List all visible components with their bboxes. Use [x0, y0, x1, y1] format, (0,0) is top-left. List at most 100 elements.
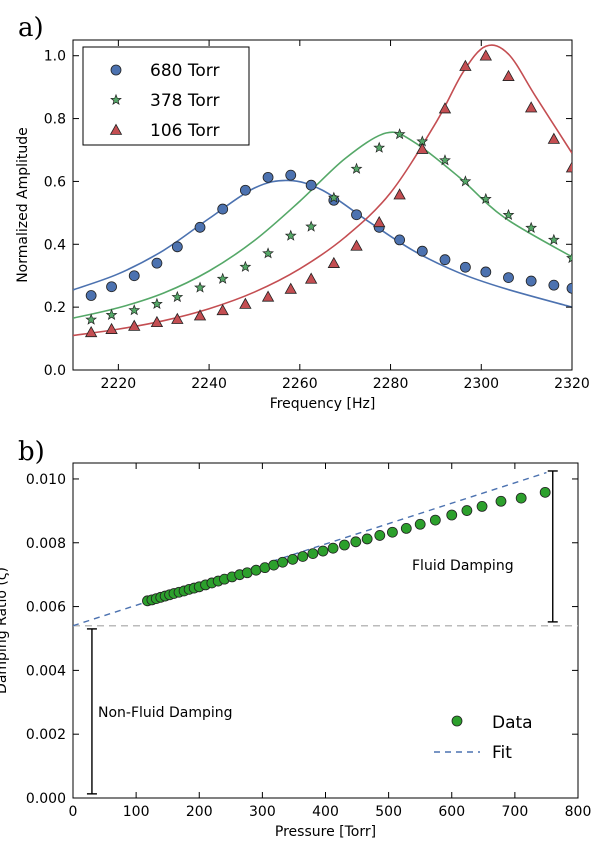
data-point-b — [429, 514, 441, 526]
data-point-0 — [525, 275, 537, 287]
b-xtick-label: 500 — [375, 804, 402, 820]
data-point-1 — [479, 192, 492, 205]
data-point-b — [495, 495, 507, 507]
a-ytick-label: 0.2 — [44, 300, 66, 316]
data-point-b — [339, 539, 350, 551]
fluid-damping-label: Fluid Damping — [412, 558, 514, 574]
legend-a: 680 Torr 378 Torr 106 Torr — [82, 46, 250, 146]
b-ytick-label: 0.000 — [26, 791, 66, 807]
data-point-0 — [285, 169, 297, 181]
data-point-2 — [171, 312, 184, 324]
data-point-2 — [327, 256, 341, 268]
a-ytick-label: 0.8 — [44, 112, 66, 128]
b-xtick-label: 200 — [186, 804, 213, 820]
data-point-1 — [459, 175, 472, 187]
data-point-b — [287, 553, 299, 565]
data-point-b — [476, 500, 488, 512]
data-point-2 — [216, 303, 229, 316]
legend-label-data: Data — [492, 713, 533, 733]
legend-marker-1 — [110, 93, 122, 106]
data-point-0 — [503, 272, 514, 284]
legend-b: Data Fit — [434, 713, 533, 763]
data-point-2 — [479, 49, 492, 61]
data-point-1 — [171, 290, 184, 303]
a-ytick-label: 0.4 — [44, 237, 66, 253]
a-xtick-label: 2300 — [463, 376, 499, 392]
data-point-1 — [85, 313, 98, 325]
legend-label-fit: Fit — [492, 743, 512, 763]
data-point-b — [277, 556, 288, 568]
x-axis-label-a: Frequency [Hz] — [270, 396, 376, 412]
data-point-0 — [151, 257, 163, 269]
data-point-0 — [394, 234, 406, 246]
data-point-2 — [565, 161, 572, 173]
data-point-1 — [151, 297, 163, 310]
a-xtick-label: 2280 — [373, 376, 409, 392]
b-xtick-label: 400 — [312, 804, 339, 820]
nonfluid-damping-label: Non-Fluid Damping — [98, 705, 233, 721]
data-point-0 — [305, 179, 317, 191]
data-point-0 — [217, 203, 229, 215]
data-point-0 — [106, 281, 117, 293]
b-xtick-label: 300 — [249, 804, 276, 820]
data-point-0 — [262, 171, 274, 183]
data-point-1 — [547, 233, 560, 245]
data-point-0 — [548, 279, 560, 291]
data-point-b — [515, 492, 527, 504]
a-xtick-label: 2260 — [282, 376, 318, 392]
x-axis-label-b: Pressure [Torr] — [275, 824, 376, 840]
data-point-2 — [524, 101, 538, 113]
data-point-2 — [416, 142, 429, 154]
legend-label-2: 106 Torr — [150, 121, 219, 141]
data-point-1 — [194, 281, 206, 293]
data-point-1 — [502, 208, 515, 221]
data-point-b — [387, 526, 398, 538]
a-ytick-label: 1.0 — [44, 49, 66, 65]
plot-area-b — [72, 462, 579, 799]
data-point-1 — [327, 191, 340, 203]
b-ytick-label: 0.006 — [26, 600, 66, 616]
data-point-b — [461, 505, 473, 516]
data-point-2 — [128, 319, 141, 331]
data-point-b — [317, 545, 329, 557]
a-ytick-label: 0.6 — [44, 174, 66, 190]
data-point-b — [307, 548, 319, 560]
data-point-2 — [350, 239, 363, 251]
data-point-2 — [502, 69, 515, 81]
y-axis-label-b: Damping Ratio (ζ) — [0, 567, 10, 694]
data-point-1 — [439, 154, 451, 166]
data-point-2 — [547, 132, 561, 144]
data-point-b — [250, 564, 262, 576]
panel-b-label: b) — [18, 437, 45, 467]
data-point-0 — [566, 282, 572, 294]
data-point-0 — [239, 184, 251, 196]
data-point-1 — [525, 221, 538, 233]
data-point-1 — [284, 229, 297, 241]
b-xtick-label: 0 — [69, 804, 78, 820]
plot-a — [73, 44, 572, 338]
b-ytick-label: 0.008 — [26, 536, 66, 552]
data-point-2 — [193, 309, 207, 321]
data-point-1 — [105, 308, 118, 321]
legend-label-1: 378 Torr — [150, 91, 219, 111]
a-xtick-label: 2220 — [101, 376, 137, 392]
data-point-1 — [350, 162, 363, 174]
data-point-0 — [194, 221, 206, 233]
b-xtick-label: 600 — [438, 804, 465, 820]
a-ytick-label: 0.0 — [44, 363, 66, 379]
chart-a: a) 2220 2240 2260 2280 2300 2320 0.0 0.2 0.4 0.6 0.… — [15, 13, 590, 412]
data-point-0 — [85, 290, 97, 301]
b-xtick-label: 700 — [502, 804, 529, 820]
legend-marker-2 — [109, 123, 123, 135]
y-axis-label-a: Normalized Amplitude — [15, 127, 31, 283]
data-point-1 — [262, 247, 274, 259]
data-point-1 — [393, 128, 406, 140]
chart-b: b) Fluid Damping Non-Fluid Damping 0 100 200 3… — [0, 437, 591, 840]
data-point-1 — [128, 304, 141, 316]
data-point-2 — [304, 272, 318, 284]
plot-b — [73, 471, 578, 627]
data-point-2 — [438, 102, 452, 114]
data-point-b — [361, 533, 373, 545]
legend-label-0: 680 Torr — [150, 61, 219, 81]
